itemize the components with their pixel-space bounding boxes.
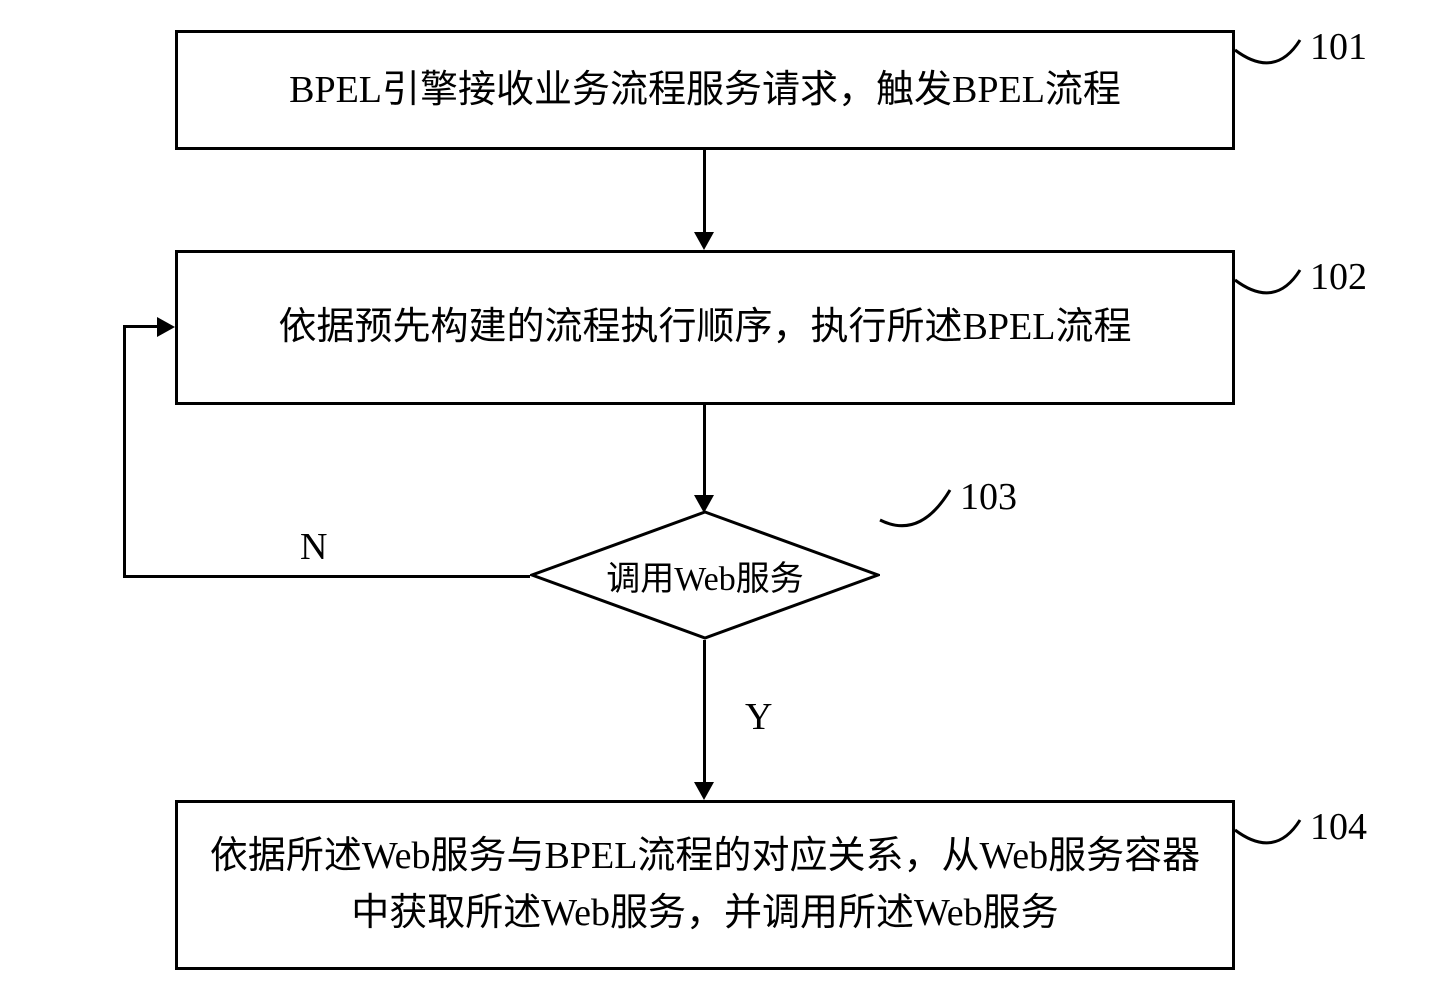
step-101-label: 101	[1310, 25, 1367, 69]
step-102-box: 依据预先构建的流程执行顺序，执行所述BPEL流程	[175, 250, 1235, 405]
arrow-n-h1	[123, 575, 530, 578]
label-curve-101	[1230, 20, 1310, 90]
label-curve-103	[870, 470, 960, 540]
step-103-text: 调用Web服务	[606, 551, 803, 600]
step-102-label: 102	[1310, 255, 1367, 299]
arrow-103-104	[703, 640, 706, 782]
flowchart-container: BPEL引擎接收业务流程服务请求，触发BPEL流程 101 依据预先构建的流程执…	[0, 0, 1445, 1005]
step-104-label: 104	[1310, 805, 1367, 849]
step-104-text: 依据所述Web服务与BPEL流程的对应关系，从Web服务容器中获取所述Web服务…	[198, 828, 1212, 942]
arrow-head-101-102	[694, 232, 714, 250]
arrow-n-h2	[123, 325, 157, 328]
step-104-box: 依据所述Web服务与BPEL流程的对应关系，从Web服务容器中获取所述Web服务…	[175, 800, 1235, 970]
step-101-box: BPEL引擎接收业务流程服务请求，触发BPEL流程	[175, 30, 1235, 150]
arrow-head-103-104	[694, 782, 714, 800]
step-103-diamond-wrap: 调用Web服务	[530, 510, 880, 640]
label-curve-102	[1230, 250, 1310, 320]
edge-n-label: N	[300, 525, 327, 569]
step-103-label: 103	[960, 475, 1017, 519]
arrow-102-103	[703, 405, 706, 495]
step-102-text: 依据预先构建的流程执行顺序，执行所述BPEL流程	[279, 299, 1132, 356]
label-curve-104	[1230, 800, 1310, 870]
step-101-text: BPEL引擎接收业务流程服务请求，触发BPEL流程	[289, 62, 1121, 119]
edge-y-label: Y	[745, 695, 772, 739]
arrow-101-102	[703, 150, 706, 232]
arrow-n-v	[123, 325, 126, 578]
arrow-head-n	[157, 317, 175, 337]
